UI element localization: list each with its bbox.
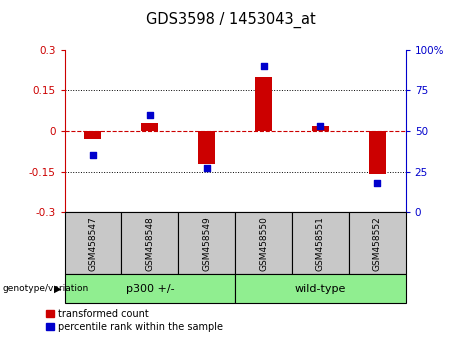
Bar: [121, 212, 178, 274]
Text: GSM458550: GSM458550: [259, 216, 268, 271]
Text: wild-type: wild-type: [295, 284, 346, 293]
Point: [373, 180, 381, 186]
Bar: [292, 212, 349, 274]
Text: GSM458552: GSM458552: [373, 216, 382, 271]
Bar: [255, 77, 272, 131]
Bar: [349, 212, 406, 274]
Text: GDS3598 / 1453043_at: GDS3598 / 1453043_at: [146, 11, 315, 28]
Bar: [65, 274, 235, 303]
Text: p300 +/-: p300 +/-: [125, 284, 174, 293]
Bar: [198, 131, 215, 164]
Bar: [235, 212, 292, 274]
Point: [317, 123, 324, 129]
Bar: [235, 274, 406, 303]
Text: GSM458551: GSM458551: [316, 216, 325, 271]
Legend: transformed count, percentile rank within the sample: transformed count, percentile rank withi…: [47, 309, 223, 332]
Text: genotype/variation: genotype/variation: [2, 284, 89, 293]
Bar: [369, 131, 386, 175]
Text: ▶: ▶: [54, 284, 62, 293]
Bar: [84, 131, 101, 139]
Text: GSM458547: GSM458547: [89, 216, 97, 271]
Point: [146, 112, 154, 118]
Text: GSM458548: GSM458548: [145, 216, 154, 271]
Point: [89, 153, 97, 158]
Point: [203, 166, 210, 171]
Text: GSM458549: GSM458549: [202, 216, 211, 271]
Bar: [178, 212, 235, 274]
Bar: [312, 126, 329, 131]
Point: [260, 63, 267, 69]
Bar: [142, 123, 159, 131]
Bar: [65, 212, 121, 274]
